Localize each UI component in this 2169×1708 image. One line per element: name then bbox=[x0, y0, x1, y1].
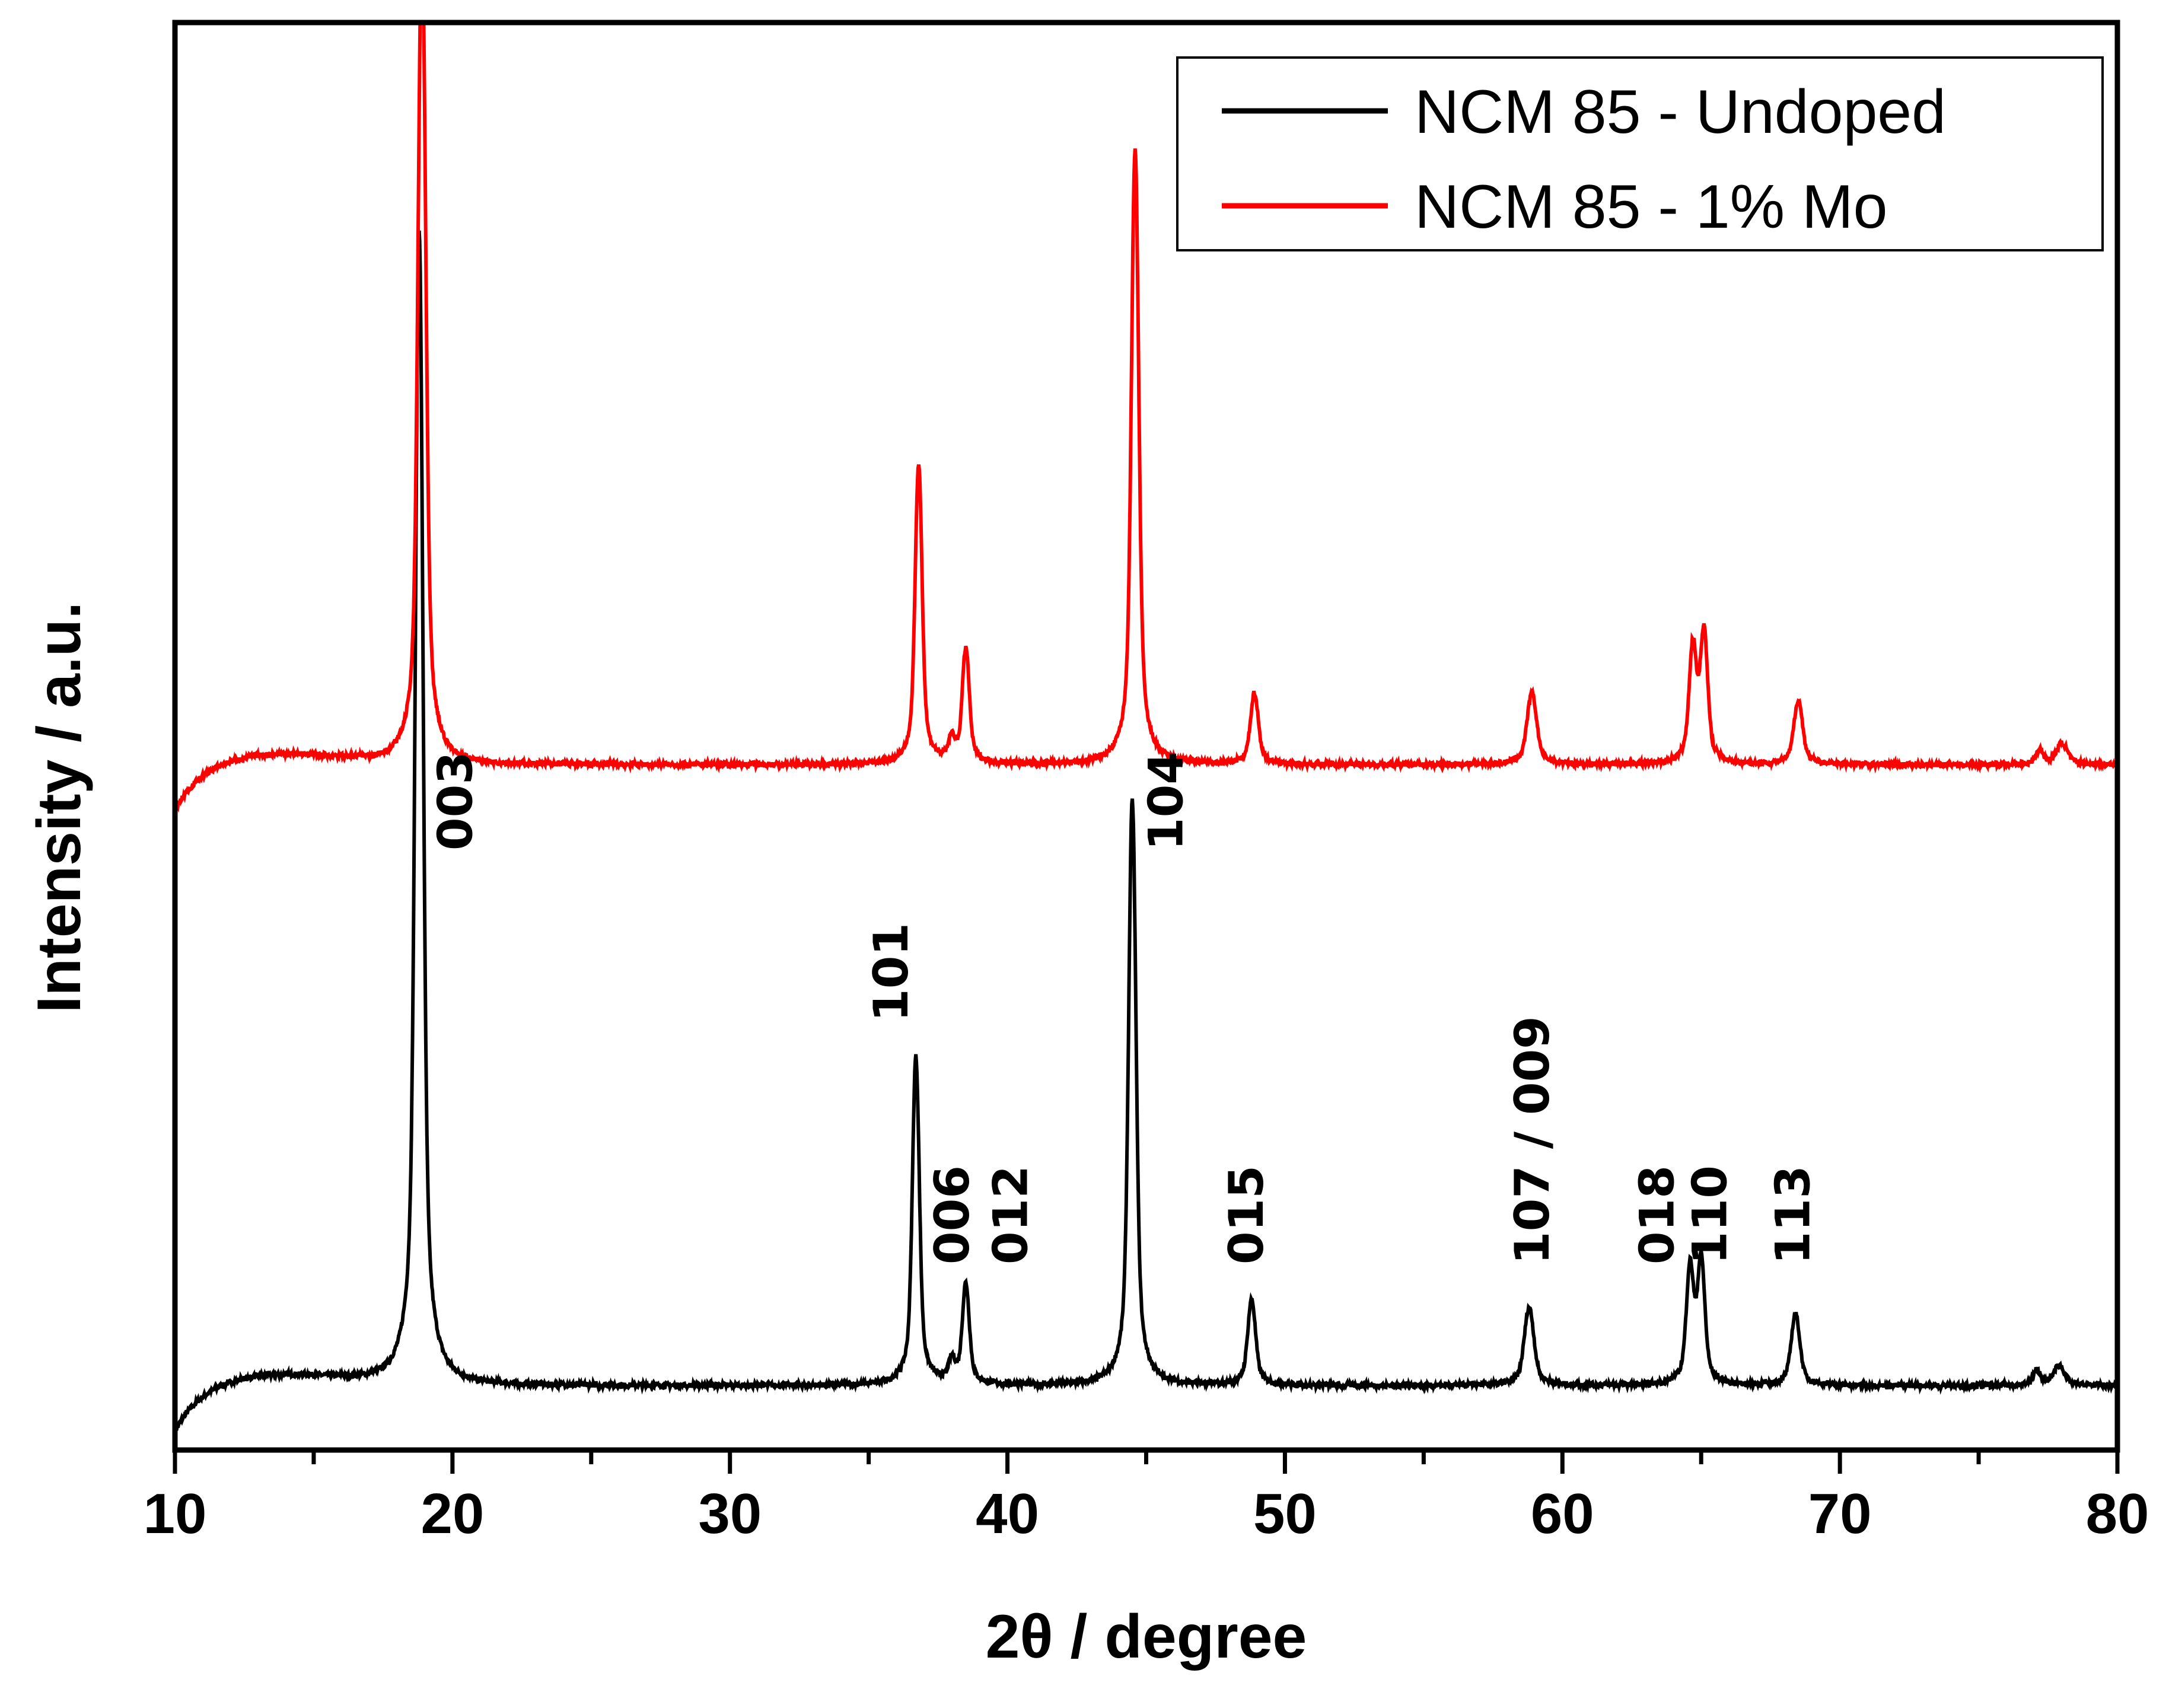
legend-label: NCM 85 - Undoped bbox=[1415, 78, 1946, 146]
x-tick-label: 50 bbox=[1253, 1482, 1317, 1546]
peak-label: 003 bbox=[428, 751, 483, 850]
peak-label: 113 bbox=[1766, 1165, 1821, 1264]
x-tick-label: 80 bbox=[2086, 1482, 2149, 1546]
plot-frame bbox=[172, 20, 2120, 1453]
peak-label: 101 bbox=[864, 923, 919, 1022]
legend-label: NCM 85 - 1% Mo bbox=[1415, 173, 1888, 241]
series-line-1 bbox=[175, 23, 2117, 813]
x-axis-label: 2θ / degree bbox=[986, 1602, 1307, 1671]
y-axis-label: Intensity / a.u. bbox=[25, 602, 94, 1013]
peak-label: 018 bbox=[1629, 1165, 1684, 1264]
x-tick-label: 20 bbox=[421, 1482, 484, 1546]
x-tick-label: 30 bbox=[698, 1482, 762, 1546]
x-tick-label: 70 bbox=[1808, 1482, 1872, 1546]
peak-label: 006 bbox=[925, 1165, 980, 1264]
peak-label: 110 bbox=[1682, 1165, 1737, 1264]
peak-label: 012 bbox=[983, 1165, 1038, 1264]
peak-label: 104 bbox=[1138, 751, 1193, 850]
legend-box bbox=[1176, 56, 2104, 251]
plot-area bbox=[175, 23, 2117, 1434]
legend: NCM 85 - Undoped NCM 85 - 1% Mo bbox=[1176, 56, 2104, 251]
peak-label: 015 bbox=[1219, 1165, 1274, 1264]
x-tick-label: 10 bbox=[144, 1482, 207, 1546]
x-tick-label: 60 bbox=[1531, 1482, 1594, 1546]
series-line-0 bbox=[175, 230, 2117, 1434]
x-axis-ticks: 10 20 30 40 50 60 70 80 bbox=[144, 1450, 2149, 1546]
peak-label: 107 / 009 bbox=[1505, 1016, 1560, 1264]
x-tick-label: 40 bbox=[976, 1482, 1039, 1546]
